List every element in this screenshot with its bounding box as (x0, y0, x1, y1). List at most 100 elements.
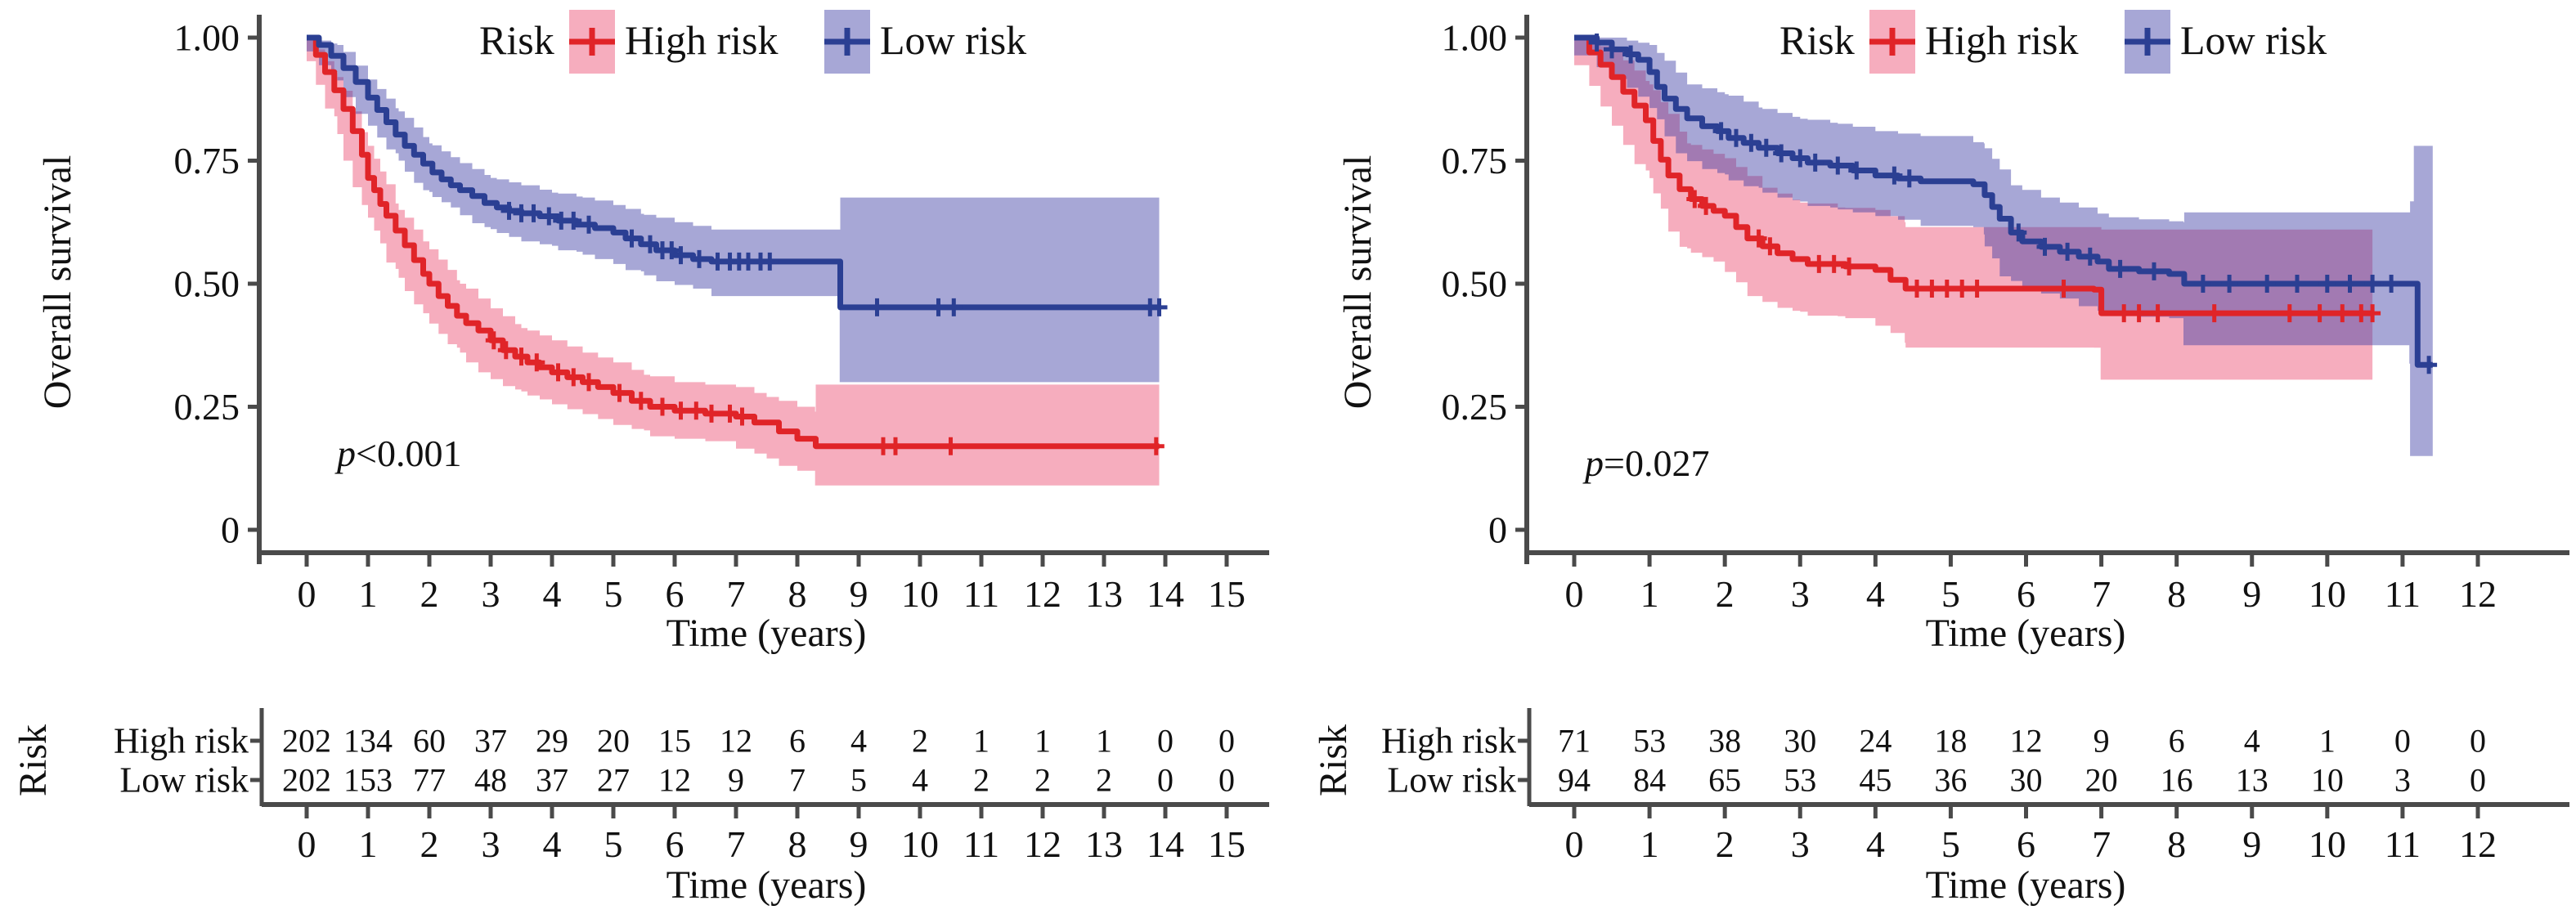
y-tick-label: 0 (221, 509, 240, 551)
risk-count-high-risk: 1 (2319, 723, 2336, 760)
risk-count-low-risk: 12 (658, 762, 691, 799)
x-tick-label: 1 (359, 573, 378, 615)
risk-count-low-risk: 36 (1934, 762, 1967, 799)
x-tick-label: 9 (850, 573, 868, 615)
risk-x-tick-label: 1 (1640, 823, 1659, 865)
risk-count-low-risk: 48 (474, 762, 507, 799)
risk-count-low-risk: 37 (536, 762, 568, 799)
risk-table-axis-label: Risk (1312, 724, 1355, 796)
risk-x-tick-label: 12 (1024, 823, 1061, 865)
risk-x-tick-label: 12 (2459, 823, 2497, 865)
risk-count-high-risk: 18 (1934, 723, 1967, 760)
risk-count-low-risk: 2 (973, 762, 990, 799)
x-tick-label: 9 (2242, 573, 2261, 615)
x-tick-label: 8 (2167, 573, 2186, 615)
x-tick-label: 1 (1640, 573, 1659, 615)
legend-label-low-risk: Low risk (2180, 17, 2327, 63)
risk-count-high-risk: 71 (1558, 723, 1591, 760)
risk-x-tick-label: 7 (727, 823, 746, 865)
risk-x-tick-label: 2 (420, 823, 439, 865)
x-tick-label: 7 (727, 573, 746, 615)
y-tick-label: 0 (1488, 509, 1507, 551)
x-axis-label: Time (years) (1926, 612, 2126, 655)
risk-count-low-risk: 0 (1157, 762, 1174, 799)
risk-count-low-risk: 153 (343, 762, 393, 799)
x-tick-label: 5 (1941, 573, 1960, 615)
risk-count-high-risk: 53 (1633, 723, 1666, 760)
legend-label-high-risk: High risk (1925, 17, 2079, 63)
x-tick-label: 3 (1791, 573, 1810, 615)
p-value: p=0.027 (1582, 442, 1709, 484)
risk-row-label-high: High risk (1381, 721, 1516, 761)
risk-count-high-risk: 0 (2470, 723, 2486, 760)
risk-x-tick-label: 3 (1791, 823, 1810, 865)
censor-marks-low-risk (500, 201, 1168, 316)
risk-count-low-risk: 77 (413, 762, 446, 799)
risk-count-high-risk: 4 (2244, 723, 2260, 760)
risk-table-x-label: Time (years) (666, 863, 867, 907)
km-panel-right: 0 0.25 0.50 0.75 1.00 0 1 2 3 4 5 6 7 8 9 10 11 12 71 53 38 3… (1300, 0, 2576, 910)
risk-x-tick-label: 8 (2167, 823, 2186, 865)
risk-x-tick-label: 10 (901, 823, 939, 865)
x-tick-label: 0 (1565, 573, 1584, 615)
y-axis-label: Overall survival (36, 155, 79, 410)
risk-count-low-risk: 0 (1218, 762, 1235, 799)
x-tick-label: 2 (1716, 573, 1735, 615)
x-tick-label: 12 (1024, 573, 1061, 615)
risk-count-high-risk: 37 (474, 723, 507, 760)
x-tick-label: 11 (2385, 573, 2421, 615)
p-value: p<0.001 (334, 433, 461, 474)
p-value-symbol: p (334, 433, 356, 474)
risk-x-tick-label: 6 (666, 823, 684, 865)
risk-x-tick-label: 7 (2092, 823, 2111, 865)
risk-count-high-risk: 38 (1708, 723, 1741, 760)
x-tick-label: 0 (298, 573, 316, 615)
risk-count-high-risk: 30 (1784, 723, 1816, 760)
km-panel-left: 0 0.25 0.50 0.75 1.00 0 1 2 3 4 5 6 7 8 9 10 11 12 13 14 15 2… (0, 0, 1276, 910)
risk-table-axis-label: Risk (11, 724, 55, 796)
p-value-number: <0.001 (356, 433, 461, 474)
x-tick-label: 4 (1866, 573, 1885, 615)
risk-count-low-risk: 7 (789, 762, 806, 799)
risk-count-high-risk: 24 (1859, 723, 1892, 760)
risk-x-tick-label: 9 (850, 823, 868, 865)
risk-count-low-risk: 5 (850, 762, 867, 799)
risk-count-low-risk: 20 (2085, 762, 2118, 799)
risk-count-high-risk: 6 (789, 723, 806, 760)
risk-x-tick-label: 0 (298, 823, 316, 865)
km-curve-high-risk (1574, 34, 2373, 316)
y-tick-label: 1.00 (174, 17, 240, 59)
p-value-number: =0.027 (1604, 442, 1709, 484)
risk-x-tick-label: 5 (1941, 823, 1960, 865)
risk-x-tick-label: 11 (963, 823, 999, 865)
risk-x-tick-label: 4 (543, 823, 562, 865)
risk-count-high-risk: 15 (658, 723, 691, 760)
risk-count-low-risk: 13 (2236, 762, 2269, 799)
risk-x-tick-label: 11 (2385, 823, 2421, 865)
risk-x-tick-label: 2 (1716, 823, 1735, 865)
risk-count-high-risk: 6 (2169, 723, 2185, 760)
censor-marks-high-risk (485, 331, 1165, 455)
risk-count-high-risk: 2 (912, 723, 928, 760)
risk-count-high-risk: 202 (282, 723, 331, 760)
risk-row-label-low: Low risk (1387, 760, 1516, 800)
risk-count-high-risk: 12 (2010, 723, 2043, 760)
risk-x-tick-label: 9 (2242, 823, 2261, 865)
risk-count-low-risk: 30 (2010, 762, 2043, 799)
risk-count-high-risk: 9 (2094, 723, 2110, 760)
x-tick-label: 6 (666, 573, 684, 615)
legend-title: Risk (1779, 17, 1855, 63)
legend-title: Risk (479, 17, 554, 63)
y-tick-label: 1.00 (1442, 17, 1508, 59)
risk-x-tick-label: 5 (604, 823, 623, 865)
km-chart-left: 00.250.500.751.000 1 2 3 4 5 6 7 8 9 10 11 12 13 14 152… (11, 10, 1269, 907)
risk-row-label-high: High risk (114, 721, 249, 761)
ci-band-high-risk (307, 38, 1160, 486)
risk-table-x-label: Time (years) (1926, 863, 2126, 907)
risk-count-high-risk: 134 (343, 723, 393, 760)
x-axis-label: Time (years) (666, 612, 867, 655)
risk-count-high-risk: 60 (413, 723, 446, 760)
risk-count-high-risk: 0 (1157, 723, 1174, 760)
risk-count-low-risk: 9 (728, 762, 744, 799)
